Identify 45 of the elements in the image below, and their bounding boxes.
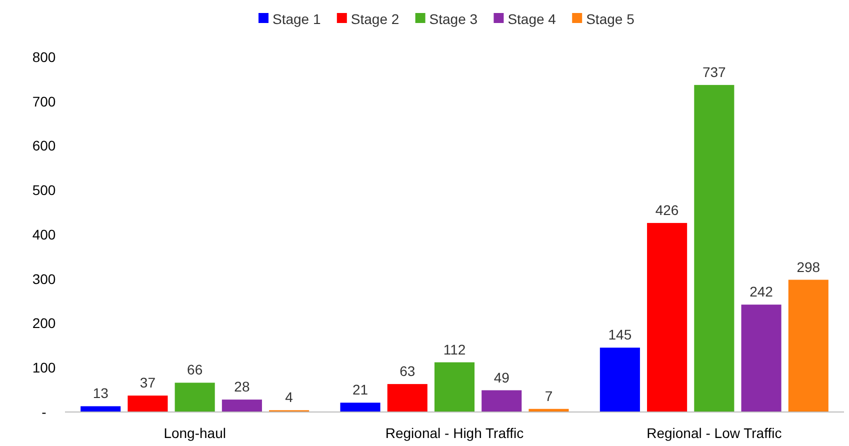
y-tick-label: 800 bbox=[32, 48, 56, 65]
data-label: 37 bbox=[140, 374, 156, 391]
data-label: 7 bbox=[544, 388, 553, 404]
data-label: 4 bbox=[285, 389, 294, 406]
x-tick-label: Regional - Low Traffic bbox=[646, 425, 782, 441]
bar bbox=[434, 362, 475, 412]
data-label: 242 bbox=[750, 284, 774, 300]
bar bbox=[694, 84, 734, 412]
data-label: 13 bbox=[92, 385, 109, 402]
bar bbox=[340, 402, 380, 412]
bar bbox=[788, 280, 828, 412]
legend-label: Stage 1 bbox=[272, 10, 321, 27]
bar bbox=[482, 390, 522, 412]
data-label: 28 bbox=[234, 378, 250, 395]
x-tick-label: Regional - High Traffic bbox=[385, 425, 524, 441]
y-tick-label: 400 bbox=[32, 226, 56, 242]
y-tick-label: 600 bbox=[32, 138, 56, 154]
data-label: 49 bbox=[494, 369, 510, 386]
bar bbox=[222, 400, 262, 412]
data-label: 112 bbox=[443, 341, 466, 358]
legend-label: Stage 2 bbox=[350, 10, 400, 27]
y-tick-label: 700 bbox=[32, 93, 56, 110]
y-tick-label: - bbox=[42, 404, 47, 420]
bar bbox=[647, 222, 688, 412]
bar bbox=[174, 382, 215, 412]
y-tick-label: 500 bbox=[32, 182, 56, 198]
data-label: 63 bbox=[400, 363, 416, 380]
data-label: 145 bbox=[608, 326, 632, 343]
y-tick-label: 200 bbox=[32, 315, 56, 332]
bar bbox=[741, 304, 782, 412]
legend-label: Stage 3 bbox=[429, 10, 478, 27]
bar bbox=[128, 396, 168, 412]
data-label: 426 bbox=[655, 202, 679, 218]
data-label: 21 bbox=[352, 382, 368, 398]
bar bbox=[80, 406, 121, 412]
data-label: 298 bbox=[796, 258, 820, 275]
legend-label: Stage 4 bbox=[508, 10, 556, 27]
data-label: 66 bbox=[187, 362, 203, 378]
data-label: 737 bbox=[702, 64, 726, 80]
y-tick-label: 300 bbox=[32, 270, 56, 287]
legend-label: Stage 5 bbox=[586, 10, 635, 27]
y-tick-label: 100 bbox=[32, 360, 56, 376]
x-tick-label: Long-haul bbox=[164, 425, 226, 441]
bar bbox=[387, 384, 428, 412]
bar bbox=[600, 348, 640, 412]
